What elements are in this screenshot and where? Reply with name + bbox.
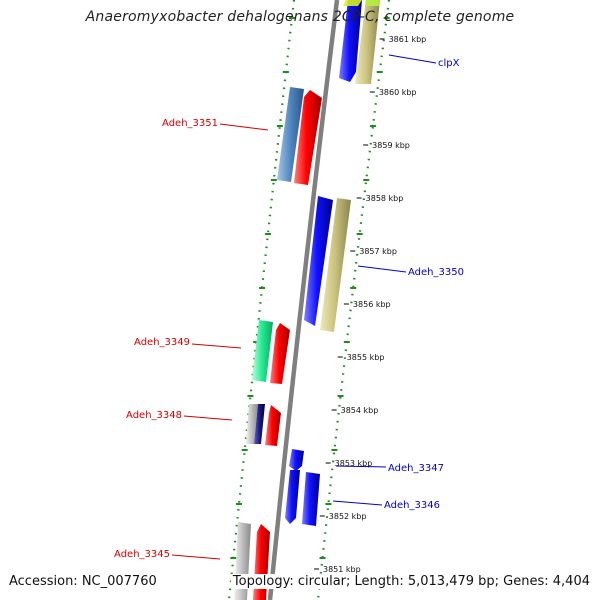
scale-label: 3857 kbp bbox=[359, 247, 397, 256]
left-tick-marks bbox=[230, 17, 295, 559]
scale-label: 3853 kbp bbox=[335, 459, 373, 468]
gene-feature-blue-3346-pair[interactable] bbox=[302, 472, 320, 526]
gene-feature-olive-3350[interactable] bbox=[320, 198, 351, 332]
leader-line-adeh-3350 bbox=[357, 265, 407, 273]
gene-label-adeh-3345[interactable]: Adeh_3345 bbox=[114, 549, 170, 560]
leader-line-adeh-3347 bbox=[335, 465, 387, 468]
right-tick-marks bbox=[319, 17, 390, 559]
gene-label-clpx[interactable]: clpX bbox=[438, 58, 460, 69]
scale-label: 3860 kbp bbox=[379, 88, 417, 97]
genome-summary-text: Topology: circular; Length: 5,013,479 bp… bbox=[230, 574, 592, 589]
genome-title: Anaeromyxobacter dehalogenans 2CP-C, com… bbox=[85, 9, 515, 25]
gene-feature-olive-top[interactable] bbox=[355, 0, 380, 84]
gene-feature-adeh-3349[interactable] bbox=[252, 320, 273, 382]
gene-feature-red-3349-pair[interactable] bbox=[270, 323, 290, 384]
gene-feature-adeh-3351[interactable] bbox=[277, 87, 304, 182]
scale-label: 3856 kbp bbox=[353, 300, 391, 309]
gene-label-adeh-3350[interactable]: Adeh_3350 bbox=[408, 267, 464, 278]
leader-line-adeh-3351 bbox=[219, 123, 269, 131]
gene-feature-adeh-3350[interactable] bbox=[304, 196, 333, 326]
gene-label-adeh-3347[interactable]: Adeh_3347 bbox=[388, 463, 444, 474]
leader-line-clpx bbox=[388, 54, 437, 64]
gene-label-adeh-3349[interactable]: Adeh_3349 bbox=[134, 337, 190, 348]
left-dotted-border bbox=[227, 0, 296, 600]
leader-line-adeh-3348 bbox=[183, 415, 233, 421]
gene-feature-adeh-3347[interactable] bbox=[289, 449, 304, 471]
gene-feature-adeh-3346[interactable] bbox=[285, 470, 300, 524]
scale-label: 3854 kbp bbox=[341, 406, 379, 415]
scale-label: 3858 kbp bbox=[366, 194, 404, 203]
genome-backbone bbox=[267, 0, 340, 600]
gene-feature-red-3351-pair[interactable] bbox=[294, 90, 322, 185]
gene-label-adeh-3351[interactable]: Adeh_3351 bbox=[162, 118, 218, 129]
scale-labels: 3861 kbp 3860 kbp 3859 kbp 3858 kbp 3857 kbp… bbox=[314, 35, 426, 574]
leader-line-adeh-3346 bbox=[332, 500, 383, 506]
scale-label: 3852 kbp bbox=[329, 512, 367, 521]
gene-feature-clpx-blue[interactable] bbox=[339, 0, 362, 82]
gene-label-adeh-3348[interactable]: Adeh_3348 bbox=[126, 410, 182, 421]
scale-label: 3851 kbp bbox=[323, 565, 361, 574]
leader-line-adeh-3349 bbox=[191, 343, 242, 349]
scale-label: 3855 kbp bbox=[347, 353, 385, 362]
scale-label: 3859 kbp bbox=[372, 141, 410, 150]
scale-label: 3861 kbp bbox=[389, 35, 427, 44]
gene-feature-navy-3348[interactable] bbox=[254, 404, 265, 444]
leader-line-adeh-3345 bbox=[171, 554, 221, 560]
gene-feature-red-3348-pair[interactable] bbox=[265, 405, 281, 446]
gene-label-adeh-3346[interactable]: Adeh_3346 bbox=[384, 500, 440, 511]
accession-text: Accession: NC_007760 bbox=[7, 574, 159, 589]
